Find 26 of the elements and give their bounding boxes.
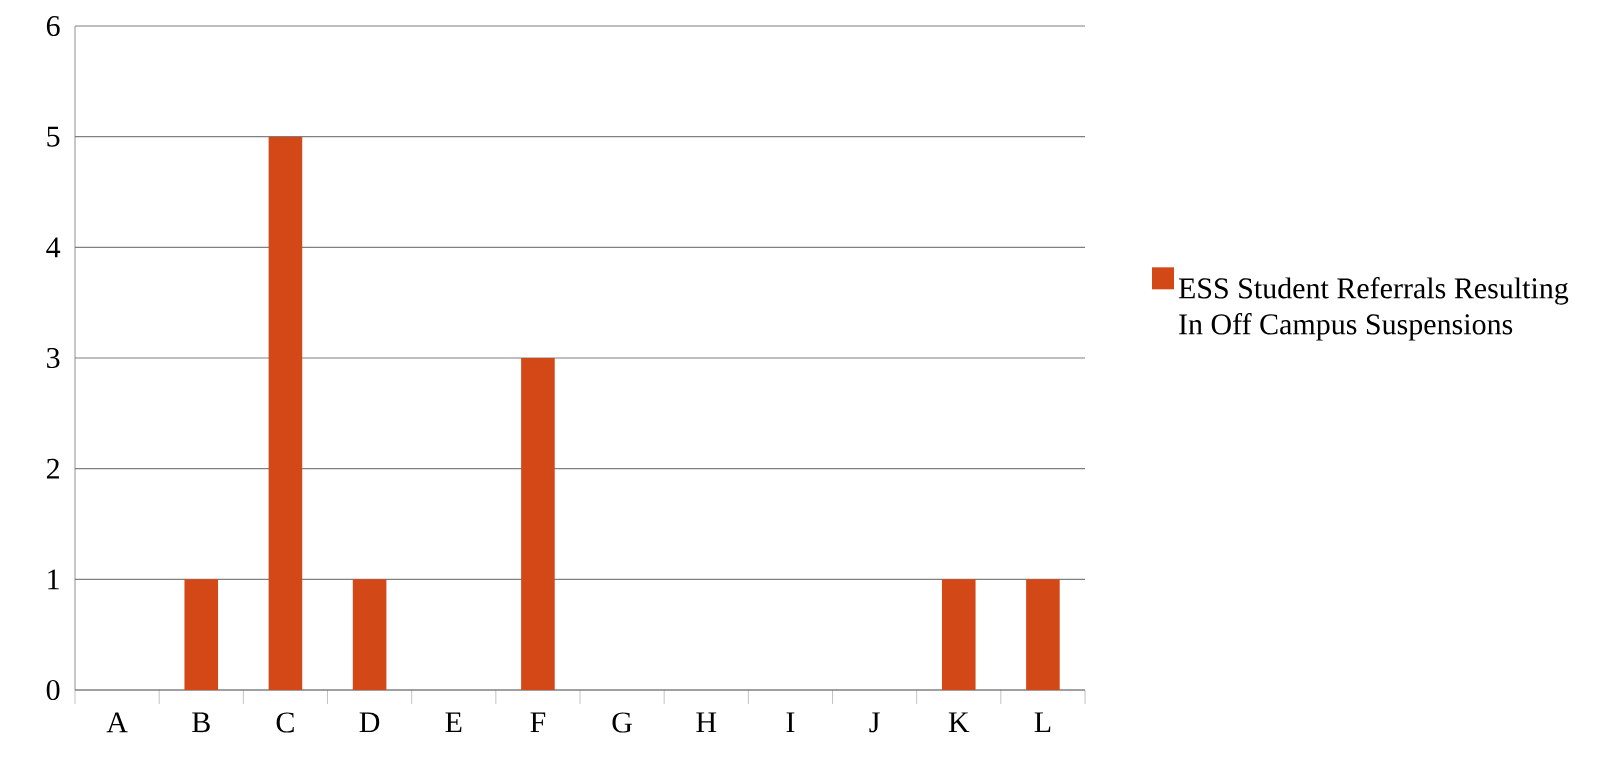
x-tick-label: H <box>696 712 717 733</box>
x-tick-label: I <box>786 712 795 733</box>
bar <box>521 358 555 690</box>
bar <box>941 579 976 690</box>
x-tick-label: K <box>948 712 970 733</box>
x-tick-label: C <box>276 712 294 733</box>
legend-label: ESS Student Referrals Resulting In Off Campus Suspensions <box>1178 277 1569 341</box>
x-tick-label: G <box>612 712 632 733</box>
bar <box>1026 579 1060 690</box>
y-tick-label: 5 <box>47 126 60 147</box>
x-tick-label: F <box>530 712 546 733</box>
bar <box>184 579 219 690</box>
bar <box>268 136 303 690</box>
bar <box>352 579 387 690</box>
y-tick-label: 0 <box>46 679 60 701</box>
y-tick-label: 1 <box>48 569 59 590</box>
x-tick-label: D <box>359 712 380 733</box>
x-tick-label: B <box>192 712 210 733</box>
x-tick-label: E <box>445 712 462 733</box>
x-tick-label: J <box>869 712 880 733</box>
y-tick-label: 4 <box>46 237 61 258</box>
x-tick-label: L <box>1034 712 1051 733</box>
y-tick-label: 6 <box>46 15 60 37</box>
y-tick-label: 3 <box>47 347 60 369</box>
y-tick-label: 2 <box>46 458 59 479</box>
x-tick-label: A <box>106 712 128 733</box>
